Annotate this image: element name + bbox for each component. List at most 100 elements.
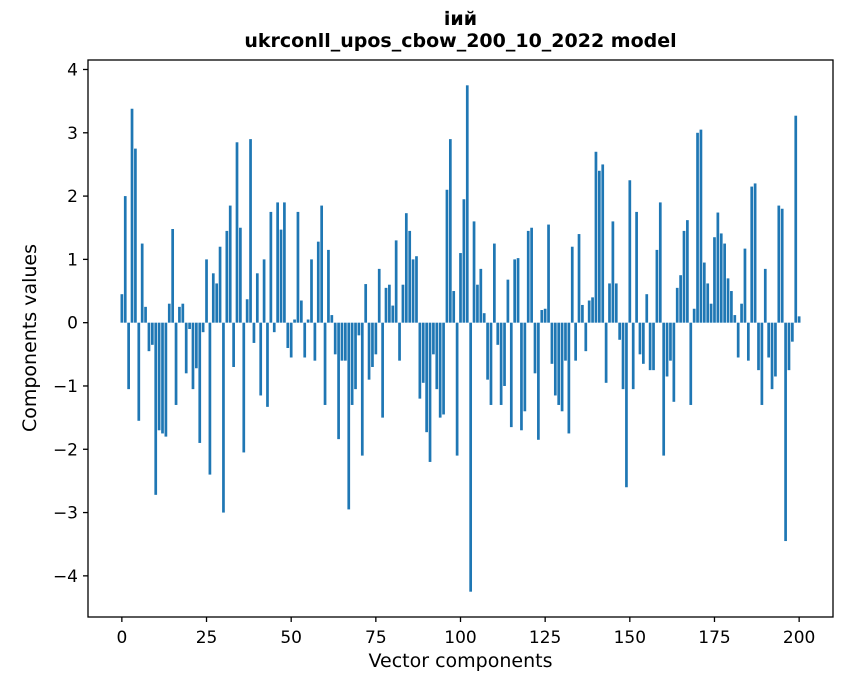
bar xyxy=(211,273,215,323)
bar xyxy=(323,322,327,405)
bar xyxy=(299,300,303,323)
bar xyxy=(777,205,781,323)
bar xyxy=(130,108,134,323)
bar xyxy=(608,283,611,323)
bar xyxy=(340,322,344,361)
bar xyxy=(672,322,676,402)
bar xyxy=(547,224,550,323)
bar xyxy=(181,303,185,323)
bar xyxy=(628,180,632,323)
bar xyxy=(144,306,147,323)
bar xyxy=(208,322,212,475)
y-tick-label: 4 xyxy=(67,60,78,80)
bar xyxy=(283,202,286,323)
bar xyxy=(543,308,547,323)
chart-title: іий ukrconll_upos_cbow_200_10_2022 model xyxy=(88,8,833,52)
bar xyxy=(150,322,154,345)
bar xyxy=(702,262,706,323)
y-tick-label: −1 xyxy=(53,377,78,397)
x-axis-label: Vector components xyxy=(368,650,553,672)
bar xyxy=(716,212,720,323)
bar xyxy=(371,322,374,367)
bar xyxy=(621,322,625,390)
x-tick-label: 50 xyxy=(280,628,302,648)
bar xyxy=(750,186,754,323)
bar xyxy=(316,241,320,323)
bar xyxy=(161,322,164,434)
bar xyxy=(665,322,669,377)
bar xyxy=(367,322,371,380)
bar xyxy=(408,230,412,323)
bar xyxy=(266,322,269,407)
bar xyxy=(726,278,730,323)
bar xyxy=(584,322,588,352)
bar xyxy=(201,322,205,333)
bar xyxy=(411,259,415,323)
bar xyxy=(215,283,219,323)
y-tick-label: −3 xyxy=(53,504,78,524)
bar xyxy=(286,322,290,348)
bar xyxy=(774,322,777,377)
y-tick-label: 1 xyxy=(67,250,78,270)
bar xyxy=(794,115,798,323)
bar xyxy=(713,237,716,323)
bar xyxy=(418,322,422,399)
bar xyxy=(313,322,317,361)
bar xyxy=(746,322,750,361)
bar xyxy=(757,322,760,371)
y-tick-label: 0 xyxy=(67,314,78,334)
bar xyxy=(442,322,445,415)
bar xyxy=(591,297,594,323)
bar xyxy=(452,291,456,323)
bar xyxy=(435,322,439,390)
bar xyxy=(493,243,496,323)
bar xyxy=(388,284,391,323)
bar xyxy=(127,322,130,390)
axes-frame xyxy=(87,59,834,618)
x-tick-label: 100 xyxy=(444,628,476,648)
bar xyxy=(736,322,740,358)
bar xyxy=(459,253,462,323)
bar xyxy=(499,322,503,405)
bar xyxy=(679,275,682,323)
bar xyxy=(415,256,418,323)
bar xyxy=(448,139,452,323)
bar xyxy=(733,315,737,323)
bar xyxy=(347,322,351,510)
bar xyxy=(333,322,337,355)
bar xyxy=(364,284,368,323)
bar xyxy=(455,322,459,456)
bar xyxy=(513,259,517,323)
bar xyxy=(709,303,713,323)
bar xyxy=(198,322,202,443)
bar xyxy=(344,322,347,361)
bar xyxy=(472,221,476,323)
bar xyxy=(489,322,493,405)
bar xyxy=(753,183,757,323)
bar xyxy=(245,299,249,323)
bar xyxy=(306,319,310,323)
bar xyxy=(432,322,435,355)
bar xyxy=(259,322,263,396)
bar xyxy=(157,322,161,431)
bar xyxy=(604,322,608,383)
bar xyxy=(255,273,259,323)
bar xyxy=(394,240,398,323)
bar xyxy=(760,322,764,405)
bar xyxy=(195,322,198,369)
chart-title-line2: ukrconll_upos_cbow_200_10_2022 model xyxy=(244,30,677,52)
bar xyxy=(235,142,239,323)
bar xyxy=(658,202,662,323)
bar xyxy=(205,259,208,323)
bar xyxy=(465,85,469,323)
bar xyxy=(462,199,466,323)
bar xyxy=(564,322,567,361)
bar xyxy=(577,234,581,323)
bar xyxy=(682,230,686,323)
bar xyxy=(730,291,733,323)
bar xyxy=(780,208,784,323)
bar xyxy=(191,322,195,390)
bar xyxy=(391,305,395,323)
